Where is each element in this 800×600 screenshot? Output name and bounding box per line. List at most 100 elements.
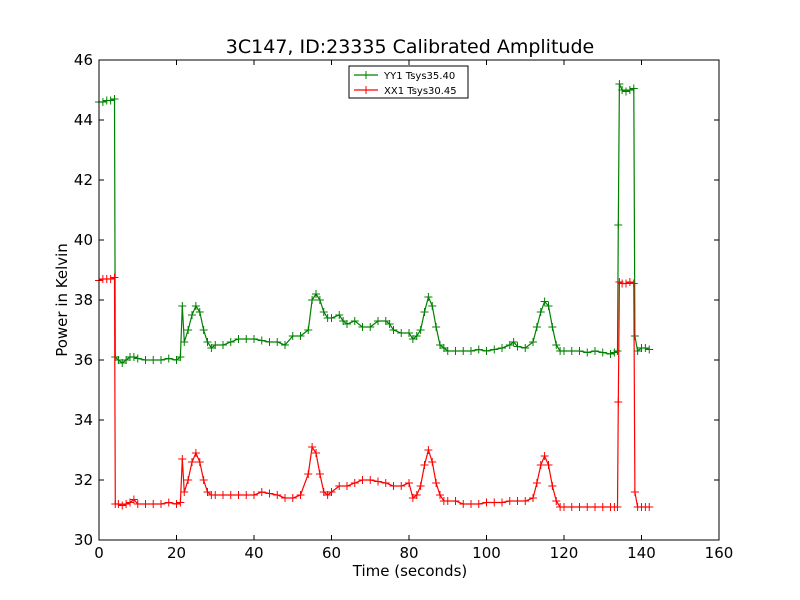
data-point xyxy=(308,443,317,451)
x-tick-label: 140 xyxy=(627,544,656,562)
data-point xyxy=(513,497,522,505)
data-point xyxy=(180,338,189,346)
data-point xyxy=(211,341,220,349)
data-point xyxy=(613,503,622,511)
data-point xyxy=(273,491,282,499)
data-point xyxy=(149,356,158,364)
data-point xyxy=(219,341,227,349)
data-point xyxy=(288,494,297,502)
data-point xyxy=(164,498,173,507)
data-point xyxy=(436,491,444,499)
data-point xyxy=(591,347,599,355)
data-point xyxy=(630,488,639,496)
y-axis: 30 32 34 36 38 40 42 44 46 xyxy=(74,51,719,549)
data-point xyxy=(482,347,491,355)
data-point xyxy=(629,279,638,288)
data-point xyxy=(567,347,576,355)
data-point xyxy=(416,482,425,490)
data-point xyxy=(188,311,196,319)
data-point xyxy=(467,347,475,355)
y-tick-label: 40 xyxy=(74,231,93,249)
data-point xyxy=(199,476,208,484)
data-point xyxy=(335,482,344,490)
data-point xyxy=(532,323,541,331)
data-point xyxy=(540,297,549,306)
data-point xyxy=(424,293,433,301)
data-point xyxy=(296,332,305,340)
data-point xyxy=(443,497,452,505)
data-point xyxy=(521,497,530,505)
x-axis-label: Time (seconds) xyxy=(352,562,468,580)
data-point xyxy=(257,336,266,345)
data-point xyxy=(548,323,557,331)
data-point xyxy=(315,296,324,304)
y-tick-label: 36 xyxy=(74,351,93,369)
x-tick-label: 80 xyxy=(399,544,418,562)
data-point xyxy=(529,494,537,502)
data-point xyxy=(598,348,607,357)
data-point xyxy=(560,347,568,355)
data-point xyxy=(474,500,483,508)
data-point xyxy=(164,354,173,363)
data-point xyxy=(598,503,607,511)
data-point xyxy=(242,491,251,499)
data-point xyxy=(490,498,499,507)
data-point xyxy=(304,326,313,334)
y-tick-label: 32 xyxy=(74,471,93,489)
data-point xyxy=(176,353,185,361)
data-point xyxy=(389,482,398,490)
data-point xyxy=(560,503,568,511)
legend-marker xyxy=(362,71,370,79)
data-point xyxy=(490,345,499,354)
data-point xyxy=(474,345,483,354)
x-tick-label: 60 xyxy=(322,544,341,562)
data-point xyxy=(389,326,398,334)
legend-box xyxy=(348,65,469,99)
y-tick-label: 30 xyxy=(74,531,93,549)
data-point xyxy=(358,476,367,484)
series-1 xyxy=(95,80,654,367)
x-tick-label: 100 xyxy=(472,544,501,562)
data-point xyxy=(613,347,622,355)
data-point xyxy=(498,498,506,507)
data-point xyxy=(157,500,165,508)
data-point xyxy=(195,308,204,316)
data-point xyxy=(288,332,297,340)
data-point xyxy=(424,446,433,454)
x-tick-label: 40 xyxy=(244,544,263,562)
data-point xyxy=(343,320,351,328)
data-point xyxy=(343,482,351,490)
data-point xyxy=(432,323,441,331)
data-point xyxy=(312,449,320,457)
data-point xyxy=(428,458,437,466)
data-point xyxy=(234,335,243,343)
data-point xyxy=(191,449,200,457)
data-point xyxy=(420,461,429,469)
data-point xyxy=(203,338,212,346)
data-point xyxy=(141,356,150,364)
data-point xyxy=(350,479,359,487)
data-point xyxy=(583,503,592,511)
data-point xyxy=(420,308,429,316)
legend-label: YY1 Tsys35.40 xyxy=(383,71,455,82)
y-tick-label: 34 xyxy=(74,411,93,429)
data-point xyxy=(366,476,375,484)
data-point xyxy=(532,479,541,487)
data-point xyxy=(575,347,584,355)
data-point xyxy=(432,479,441,487)
data-point xyxy=(308,296,317,304)
y-tick-label: 44 xyxy=(74,111,93,129)
data-point xyxy=(529,338,537,346)
series-layer xyxy=(95,80,654,511)
x-tick-label: 120 xyxy=(550,544,579,562)
data-point xyxy=(188,458,196,466)
data-point xyxy=(304,470,313,478)
data-point xyxy=(149,500,158,508)
y-axis-label: Power in Kelvin xyxy=(53,243,71,357)
data-point xyxy=(536,461,545,469)
data-point xyxy=(451,497,460,505)
data-point xyxy=(129,353,138,361)
data-point xyxy=(226,338,235,346)
data-point xyxy=(583,348,592,357)
data-point xyxy=(374,317,382,325)
